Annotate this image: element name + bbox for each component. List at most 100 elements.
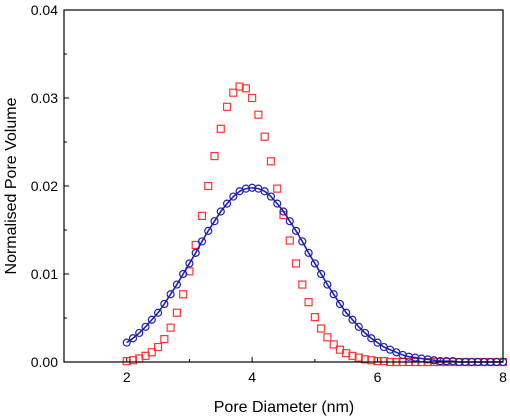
data-point bbox=[354, 353, 363, 362]
data-point bbox=[235, 82, 244, 91]
data-point bbox=[273, 199, 282, 208]
data-point bbox=[197, 211, 207, 221]
data-point bbox=[348, 351, 357, 360]
data-point bbox=[310, 313, 319, 322]
data-point bbox=[360, 328, 370, 338]
data-point bbox=[241, 184, 250, 193]
data-point bbox=[423, 355, 432, 364]
y-tick-label: 0.02 bbox=[31, 178, 58, 194]
data-point bbox=[291, 226, 301, 235]
data-point bbox=[197, 237, 207, 246]
y-axis-title: Normalised Pore Volume bbox=[3, 97, 20, 274]
data-point bbox=[141, 322, 150, 331]
data-point bbox=[367, 356, 376, 365]
data-point bbox=[285, 217, 294, 226]
data-point bbox=[411, 353, 420, 362]
data-point bbox=[266, 192, 276, 201]
data-point bbox=[279, 207, 288, 216]
y-tick-label: 0.00 bbox=[31, 354, 58, 370]
data-point bbox=[160, 299, 169, 309]
data-point bbox=[191, 248, 200, 257]
data-point bbox=[222, 199, 232, 208]
y-tick-labels: 0.00 0.01 0.02 0.03 0.04 bbox=[31, 2, 58, 370]
data-point bbox=[442, 357, 451, 366]
data-point bbox=[172, 308, 181, 317]
data-point bbox=[160, 335, 169, 344]
y-tick-label: 0.01 bbox=[31, 266, 58, 282]
data-point bbox=[179, 290, 188, 299]
data-point bbox=[329, 290, 338, 299]
data-point bbox=[323, 280, 332, 289]
data-point bbox=[304, 298, 313, 307]
x-axis-title: Pore Diameter (nm) bbox=[214, 399, 354, 416]
tick-marks bbox=[63, 9, 504, 363]
series-layer bbox=[122, 82, 508, 367]
data-point bbox=[135, 328, 144, 338]
data-point bbox=[429, 356, 439, 365]
data-point bbox=[204, 181, 213, 191]
data-point bbox=[298, 237, 307, 246]
x-tick-labels: 2 4 6 8 bbox=[123, 369, 507, 385]
data-point bbox=[248, 183, 257, 192]
data-point bbox=[404, 352, 414, 361]
data-point bbox=[342, 308, 351, 317]
data-point bbox=[310, 259, 319, 268]
data-point bbox=[298, 280, 307, 289]
data-point bbox=[122, 338, 131, 347]
data-point bbox=[354, 322, 363, 331]
x-tick-label: 4 bbox=[248, 369, 256, 385]
data-point bbox=[329, 340, 338, 349]
data-point bbox=[335, 299, 345, 309]
data-point bbox=[172, 280, 181, 289]
data-point bbox=[147, 348, 156, 357]
data-point bbox=[216, 124, 225, 133]
plot-frame bbox=[63, 9, 504, 363]
data-point bbox=[260, 187, 269, 196]
data-point bbox=[448, 357, 457, 366]
data-point bbox=[248, 93, 257, 103]
data-point bbox=[260, 132, 269, 141]
data-point bbox=[229, 88, 238, 97]
data-point bbox=[360, 355, 370, 364]
data-point bbox=[179, 269, 188, 279]
circle-marker-series bbox=[122, 183, 508, 367]
data-point bbox=[166, 323, 175, 332]
data-point bbox=[254, 110, 263, 119]
series-line bbox=[126, 186, 503, 363]
data-point bbox=[153, 342, 163, 352]
data-point bbox=[373, 357, 382, 366]
data-point bbox=[367, 334, 376, 343]
data-point bbox=[210, 217, 219, 226]
data-point bbox=[185, 259, 194, 268]
data-point bbox=[210, 151, 219, 161]
data-point bbox=[147, 315, 156, 324]
data-point bbox=[285, 236, 294, 245]
data-point bbox=[241, 84, 250, 93]
square-marker-series bbox=[122, 82, 508, 367]
data-point bbox=[128, 334, 138, 343]
data-point bbox=[128, 356, 138, 365]
data-point bbox=[373, 338, 382, 347]
data-point bbox=[348, 315, 357, 324]
data-point bbox=[216, 207, 225, 216]
data-point bbox=[342, 349, 351, 358]
data-point bbox=[379, 357, 388, 366]
y-tick-label: 0.04 bbox=[31, 2, 58, 18]
data-point bbox=[317, 269, 326, 279]
data-point bbox=[436, 357, 445, 366]
data-point bbox=[317, 324, 326, 333]
data-point bbox=[153, 308, 163, 317]
data-point bbox=[222, 102, 232, 111]
data-point bbox=[266, 157, 276, 166]
x-tick-label: 2 bbox=[123, 369, 131, 385]
data-point bbox=[166, 290, 175, 299]
y-tick-label: 0.03 bbox=[31, 90, 58, 106]
data-point bbox=[122, 357, 131, 366]
data-point bbox=[229, 192, 238, 201]
data-point bbox=[304, 248, 313, 257]
x-tick-label: 8 bbox=[499, 369, 507, 385]
data-point bbox=[291, 259, 301, 268]
data-point bbox=[323, 333, 332, 342]
data-point bbox=[273, 184, 282, 193]
